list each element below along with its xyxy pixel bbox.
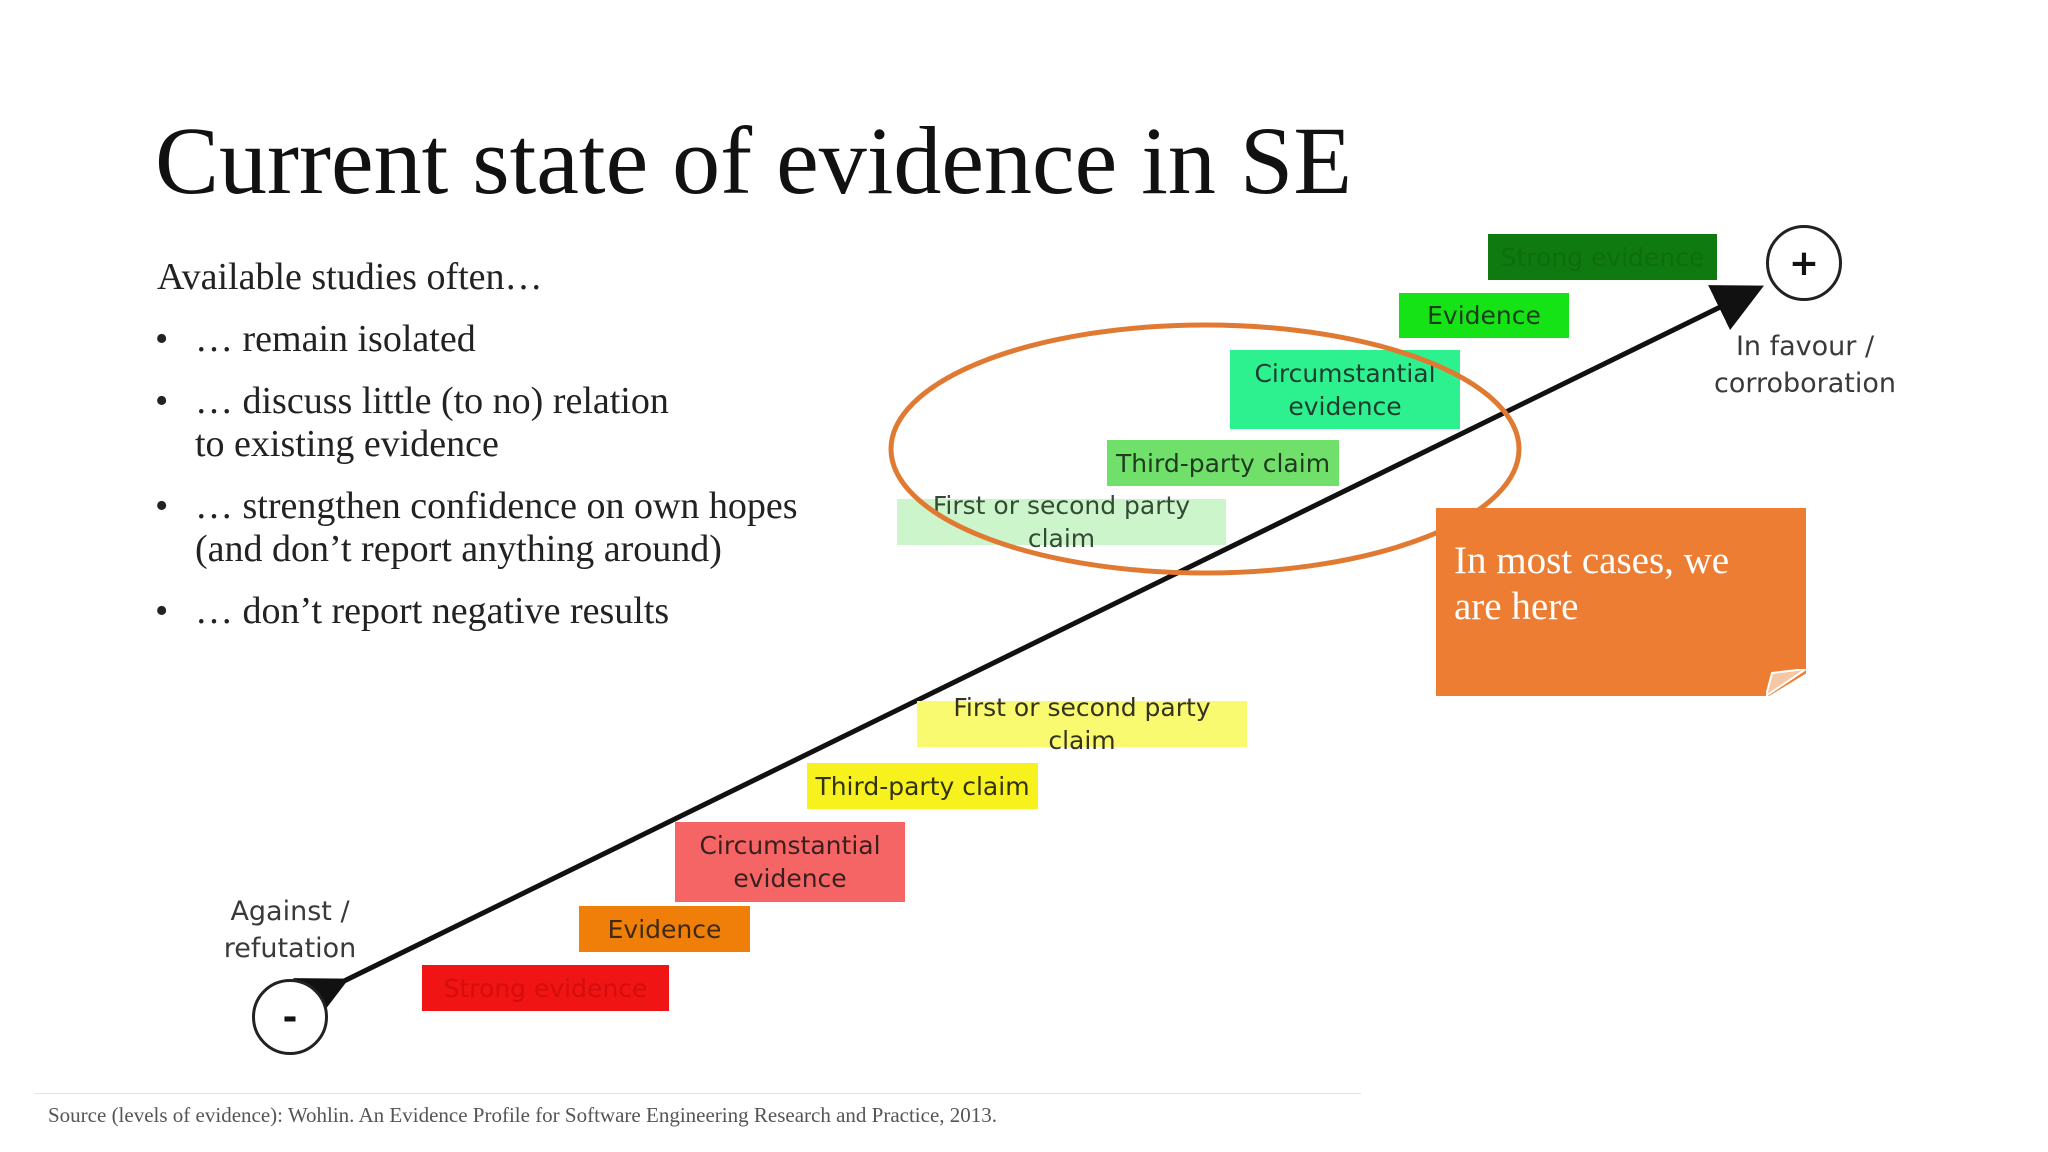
favour-label: In favour / corroboration [1713,331,1897,399]
against-circumstantial-evidence-box: Circumstantial evidence [675,822,905,902]
favour-evidence-box: Evidence [1399,293,1569,338]
against-third-party-claim-box: Third-party claim [807,763,1038,809]
callout-note: In most cases, we are here [1436,508,1806,696]
slide-title: Current state of evidence in SE [155,107,1352,214]
plus-circle: + [1766,225,1842,301]
favour-third-party-claim-box: Third-party claim [1107,440,1339,486]
against-label: Against / refutation [223,896,357,964]
highlight-ellipse [888,322,1522,576]
against-evidence-box: Evidence [579,906,750,952]
source-citation: Source (levels of evidence): Wohlin. An … [48,1103,998,1127]
favour-circumstantial-evidence-box: Circumstantial evidence [1230,350,1460,429]
evidence-axis-arrow [293,285,1764,1024]
source-divider [35,1093,1361,1094]
against-strong-evidence-box: Strong evidence [422,965,669,1011]
favour-strong-evidence-box: Strong evidence [1488,234,1717,280]
minus-circle: - [252,979,328,1055]
page-curl-icon [1766,669,1806,696]
